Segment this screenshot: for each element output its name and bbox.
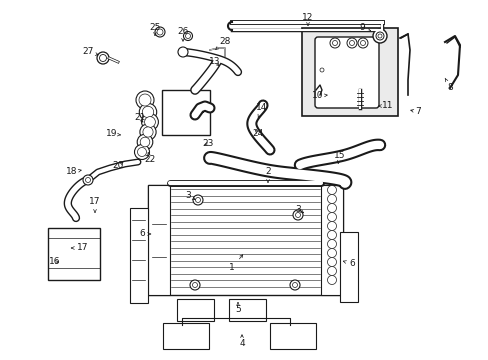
Circle shape <box>142 127 153 137</box>
Circle shape <box>327 248 336 257</box>
Text: 7: 7 <box>410 108 420 117</box>
Text: 28: 28 <box>215 37 230 50</box>
Circle shape <box>142 106 153 118</box>
Text: 5: 5 <box>235 302 241 315</box>
Circle shape <box>375 32 383 40</box>
Text: 13: 13 <box>209 58 220 67</box>
Circle shape <box>183 31 192 40</box>
Text: 2: 2 <box>264 167 270 183</box>
Circle shape <box>377 34 381 38</box>
Circle shape <box>327 194 336 203</box>
Circle shape <box>155 27 164 37</box>
Circle shape <box>99 54 106 62</box>
Bar <box>148 185 170 295</box>
Circle shape <box>319 68 324 72</box>
Text: 6: 6 <box>343 260 354 269</box>
Circle shape <box>327 230 336 239</box>
Circle shape <box>327 275 336 284</box>
Circle shape <box>332 40 337 45</box>
Text: 9: 9 <box>358 23 370 32</box>
Circle shape <box>327 239 336 248</box>
Circle shape <box>136 91 154 109</box>
Bar <box>320 185 342 295</box>
Text: 18: 18 <box>66 167 81 176</box>
Text: 4: 4 <box>239 335 244 348</box>
Circle shape <box>327 185 336 194</box>
FancyBboxPatch shape <box>314 37 378 108</box>
Circle shape <box>144 117 155 127</box>
Text: 23: 23 <box>202 139 213 148</box>
Text: 19: 19 <box>106 130 121 139</box>
FancyBboxPatch shape <box>269 323 315 349</box>
Circle shape <box>372 29 386 43</box>
Bar <box>339 232 357 302</box>
Circle shape <box>137 148 146 157</box>
Circle shape <box>289 280 299 290</box>
Circle shape <box>327 212 336 221</box>
Circle shape <box>349 40 354 45</box>
Circle shape <box>142 114 158 130</box>
Circle shape <box>185 33 190 39</box>
Circle shape <box>360 40 365 45</box>
Text: 6: 6 <box>139 230 150 238</box>
Circle shape <box>193 195 203 205</box>
Circle shape <box>83 175 93 185</box>
Circle shape <box>157 29 163 35</box>
Text: 8: 8 <box>444 78 452 93</box>
Circle shape <box>137 134 152 150</box>
Text: 16: 16 <box>49 257 61 266</box>
Bar <box>148 185 342 295</box>
Bar <box>162 90 209 135</box>
FancyBboxPatch shape <box>163 323 208 349</box>
Text: 17: 17 <box>71 243 88 252</box>
Circle shape <box>178 47 187 57</box>
FancyBboxPatch shape <box>228 299 265 321</box>
Circle shape <box>357 38 367 48</box>
Text: 14: 14 <box>256 104 267 118</box>
Text: 26: 26 <box>177 27 188 41</box>
Circle shape <box>195 198 200 202</box>
Text: 20: 20 <box>112 161 123 170</box>
Circle shape <box>329 38 339 48</box>
Text: 15: 15 <box>334 152 345 163</box>
Text: 12: 12 <box>302 13 313 26</box>
Text: 25: 25 <box>149 23 161 35</box>
Text: 1: 1 <box>229 255 242 273</box>
Circle shape <box>134 144 149 159</box>
Text: 24: 24 <box>252 129 263 138</box>
Text: 3: 3 <box>185 192 195 201</box>
Circle shape <box>327 203 336 212</box>
Circle shape <box>327 266 336 275</box>
Circle shape <box>139 94 151 106</box>
Circle shape <box>140 124 156 140</box>
Text: 21: 21 <box>134 113 145 122</box>
Circle shape <box>192 283 197 288</box>
Circle shape <box>292 283 297 288</box>
Circle shape <box>97 52 109 64</box>
Circle shape <box>346 38 356 48</box>
Bar <box>130 208 148 303</box>
Text: 22: 22 <box>144 153 155 165</box>
Text: 27: 27 <box>82 48 98 57</box>
Bar <box>302 28 397 116</box>
Text: 17: 17 <box>89 198 101 212</box>
Text: 11: 11 <box>378 102 393 111</box>
FancyBboxPatch shape <box>177 299 214 321</box>
Circle shape <box>140 137 149 147</box>
Text: 10: 10 <box>312 91 326 100</box>
Circle shape <box>139 103 156 121</box>
Text: 3: 3 <box>295 204 303 213</box>
Bar <box>48 228 100 280</box>
Circle shape <box>295 212 300 217</box>
Circle shape <box>292 210 303 220</box>
Circle shape <box>327 221 336 230</box>
Circle shape <box>190 280 200 290</box>
Circle shape <box>85 177 90 183</box>
Circle shape <box>327 257 336 266</box>
